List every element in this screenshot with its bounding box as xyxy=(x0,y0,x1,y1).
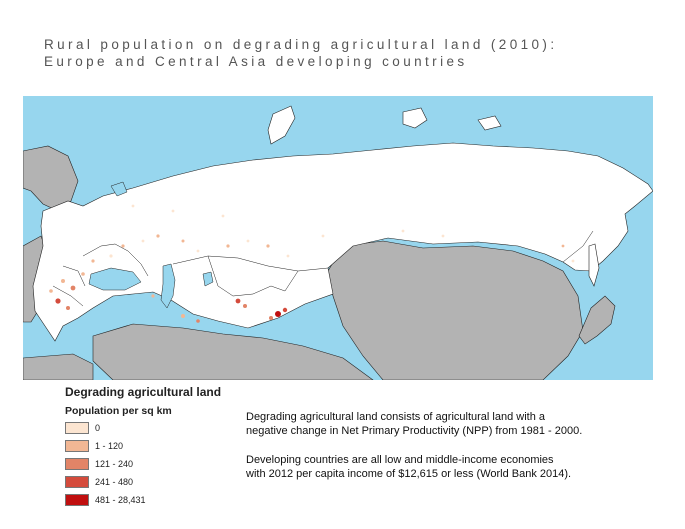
new-siberian-islands xyxy=(477,115,502,131)
legend-title: Degrading agricultural land xyxy=(65,385,222,399)
degradation-pattern xyxy=(49,204,575,323)
aral-sea xyxy=(202,271,214,287)
novaya-zemlya xyxy=(267,105,296,145)
white-sea xyxy=(110,181,128,197)
note-p2-line2: with 2012 per capita income of $12,615 o… xyxy=(246,468,572,480)
japan-land xyxy=(578,295,616,345)
legend-subtitle: Population per sq km xyxy=(65,405,172,417)
note-p1-line2: negative change in Net Primary Productiv… xyxy=(246,425,583,437)
legend-item: 121 - 240 xyxy=(65,455,146,473)
legend-swatch xyxy=(65,458,89,470)
caspian-sea xyxy=(160,263,176,309)
legend-swatch xyxy=(65,476,89,488)
legend-swatch xyxy=(65,440,89,452)
map-title-line2: Europe and Central Asia developing count… xyxy=(44,54,468,69)
middle-east-land xyxy=(92,323,374,380)
legend-item: 1 - 120 xyxy=(65,437,146,455)
legend-label: 481 - 28,431 xyxy=(95,495,146,505)
legend-swatch xyxy=(65,422,89,434)
map-title: Rural population on degrading agricultur… xyxy=(44,36,557,70)
map-title-line1: Rural population on degrading agricultur… xyxy=(44,37,558,52)
country-borders xyxy=(52,230,594,307)
region-land xyxy=(32,142,653,342)
legend-item: 481 - 28,431 xyxy=(65,491,146,509)
legend-label: 0 xyxy=(95,423,101,433)
sakhalin xyxy=(588,243,600,287)
severnaya-zemlya xyxy=(402,107,428,129)
region-map xyxy=(23,96,653,380)
black-sea xyxy=(88,267,142,291)
note-paragraph-1: Degrading agricultural land consists of … xyxy=(246,410,646,438)
legend-item: 241 - 480 xyxy=(65,473,146,491)
legend-item: 0 xyxy=(65,419,146,437)
north-africa-land xyxy=(23,353,94,380)
china-land xyxy=(327,240,584,380)
legend-swatch xyxy=(65,494,89,506)
note-paragraph-2: Developing countries are all low and mid… xyxy=(246,453,646,481)
note-p2-line1: Developing countries are all low and mid… xyxy=(246,454,554,466)
legend-label: 1 - 120 xyxy=(95,441,124,451)
legend-items: 0 1 - 120 121 - 240 241 - 480 481 - 28,4… xyxy=(65,419,146,509)
legend-label: 121 - 240 xyxy=(95,459,134,469)
note-p1-line1: Degrading agricultural land consists of … xyxy=(246,411,545,423)
legend-label: 241 - 480 xyxy=(95,477,134,487)
